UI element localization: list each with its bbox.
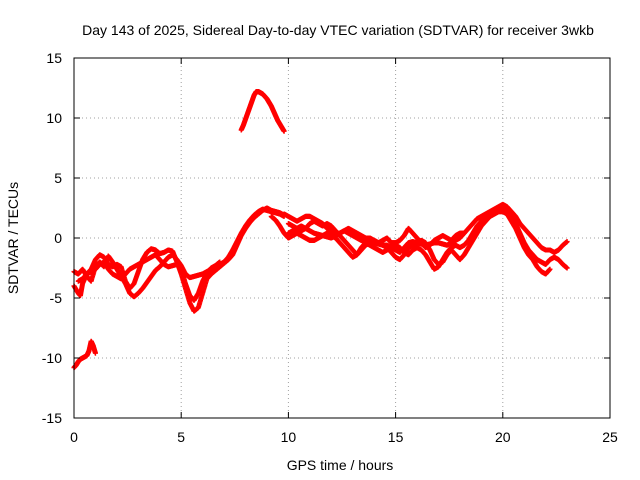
x-tick-label: 0 xyxy=(70,429,78,445)
x-tick-label: 15 xyxy=(388,429,404,445)
y-tick-label: 15 xyxy=(46,50,62,66)
y-tick-label: 0 xyxy=(54,230,62,246)
y-tick-label: -5 xyxy=(50,290,63,306)
data-point xyxy=(217,259,223,265)
y-axis-label: SDTVAR / TECUs xyxy=(5,182,21,294)
series-arc-e xyxy=(238,89,287,134)
y-tick-label: -15 xyxy=(42,410,62,426)
x-tick-label: 20 xyxy=(495,429,511,445)
y-tick-label: -10 xyxy=(42,350,62,366)
x-tick-label: 10 xyxy=(281,429,297,445)
y-tick-label: 5 xyxy=(54,170,62,186)
data-points xyxy=(71,89,570,371)
chart-title: Day 143 of 2025, Sidereal Day-to-day VTE… xyxy=(82,22,594,38)
data-point xyxy=(92,350,98,356)
series-arc-c xyxy=(75,252,223,303)
x-tick-label: 25 xyxy=(602,429,618,445)
x-axis-label: GPS time / hours xyxy=(287,457,394,473)
data-point xyxy=(281,128,287,134)
x-tick-label: 5 xyxy=(177,429,185,445)
series-arc-d xyxy=(71,338,98,371)
y-tick-label: 10 xyxy=(46,110,62,126)
